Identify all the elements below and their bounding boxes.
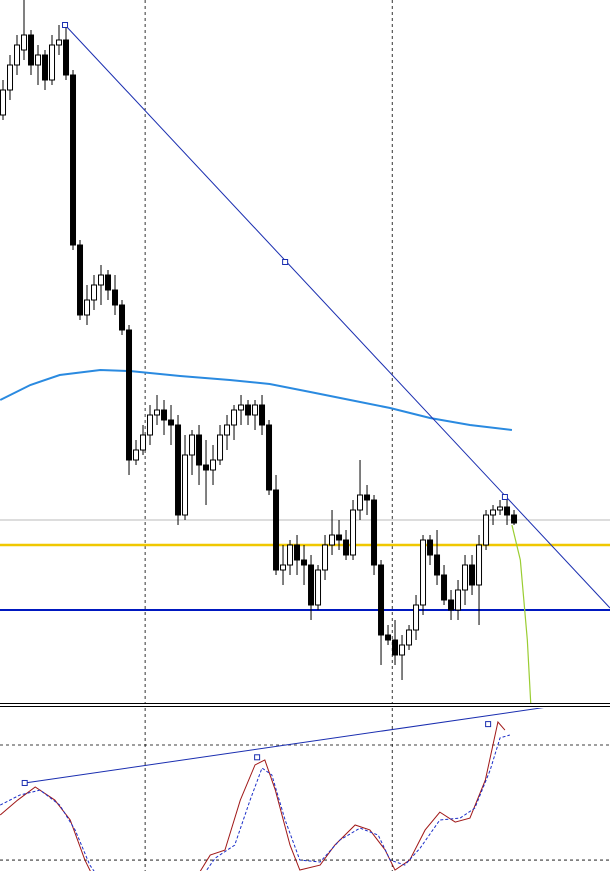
candle-body xyxy=(336,534,343,541)
candle-body xyxy=(434,554,441,576)
trend-anchor xyxy=(21,779,28,786)
candle-body xyxy=(70,74,77,246)
candle-body xyxy=(420,539,427,606)
candle-body xyxy=(441,574,448,601)
candle-body xyxy=(42,54,49,81)
candle-body xyxy=(371,499,378,566)
candle-body xyxy=(203,464,210,471)
candle-body xyxy=(196,434,203,466)
candle-body xyxy=(77,244,84,316)
candle-body xyxy=(168,419,175,426)
candle-body xyxy=(14,44,21,66)
candle-body xyxy=(301,559,308,566)
candle-body xyxy=(511,514,518,524)
moving-average xyxy=(0,368,513,431)
candle-body xyxy=(182,454,189,516)
candle-body xyxy=(161,409,168,421)
candle-body xyxy=(84,299,91,316)
candle-body xyxy=(483,514,490,546)
candle-body xyxy=(35,54,42,66)
candle-body xyxy=(364,494,371,501)
candle-body xyxy=(252,404,259,416)
candle-body xyxy=(91,284,98,301)
candle-body xyxy=(287,544,294,566)
candle-body xyxy=(210,459,217,471)
candle-body xyxy=(49,44,56,81)
candle-body xyxy=(448,599,455,611)
candle-body xyxy=(140,434,147,451)
candle-body xyxy=(7,64,14,91)
candle-body xyxy=(266,424,273,491)
candle-body xyxy=(280,564,287,571)
trend-anchor xyxy=(254,754,261,761)
candle-body xyxy=(476,544,483,586)
candle-body xyxy=(350,509,357,556)
candle-body xyxy=(490,509,497,516)
candle-body xyxy=(98,274,105,286)
candle-body xyxy=(0,89,7,116)
candle-body xyxy=(392,639,399,656)
candle-body xyxy=(469,564,476,586)
trend-anchor xyxy=(282,259,289,265)
candle-body xyxy=(147,414,154,436)
candle-body xyxy=(273,489,280,571)
trend-anchor xyxy=(62,22,69,28)
candle-body xyxy=(413,604,420,631)
trend-line xyxy=(24,708,544,784)
oscillator-line xyxy=(0,734,510,871)
candle-body xyxy=(238,404,245,411)
candle-body xyxy=(245,404,252,416)
candle-body xyxy=(189,434,196,456)
price-panel xyxy=(0,0,610,703)
candle-body xyxy=(427,539,434,556)
candle-body xyxy=(378,564,385,636)
candle-body xyxy=(112,289,119,306)
candle-body xyxy=(224,424,231,436)
candle-body xyxy=(28,34,35,66)
candle-body xyxy=(497,506,504,511)
candle-body xyxy=(385,634,392,641)
candle-body xyxy=(399,644,406,656)
trend-anchor xyxy=(501,494,508,500)
candle-body xyxy=(343,539,350,556)
candle-body xyxy=(175,424,182,516)
oscillator-line xyxy=(0,720,506,871)
candle-body xyxy=(56,39,63,46)
candle-body xyxy=(357,494,364,511)
candle-body xyxy=(308,564,315,606)
candle-body xyxy=(259,404,266,426)
candle-body xyxy=(462,564,469,591)
candle-body xyxy=(294,544,301,561)
candle-body xyxy=(406,629,413,646)
candle-body xyxy=(504,506,511,516)
candle-body xyxy=(329,534,336,546)
candle-body xyxy=(322,544,329,571)
candle-body xyxy=(126,329,133,461)
trend-line xyxy=(64,24,610,609)
candle-body xyxy=(231,409,238,426)
candle-body xyxy=(63,39,70,76)
candle-body xyxy=(119,304,126,331)
oscillator-panel xyxy=(0,708,610,871)
trend-anchor xyxy=(485,721,492,728)
candle-body xyxy=(217,434,224,461)
candle-body xyxy=(455,589,462,611)
projection-line xyxy=(511,524,532,703)
candle-body xyxy=(21,34,28,51)
candle-body xyxy=(133,449,140,461)
candle-body xyxy=(154,409,161,416)
candle-body xyxy=(105,274,112,291)
candle-body xyxy=(315,569,322,606)
